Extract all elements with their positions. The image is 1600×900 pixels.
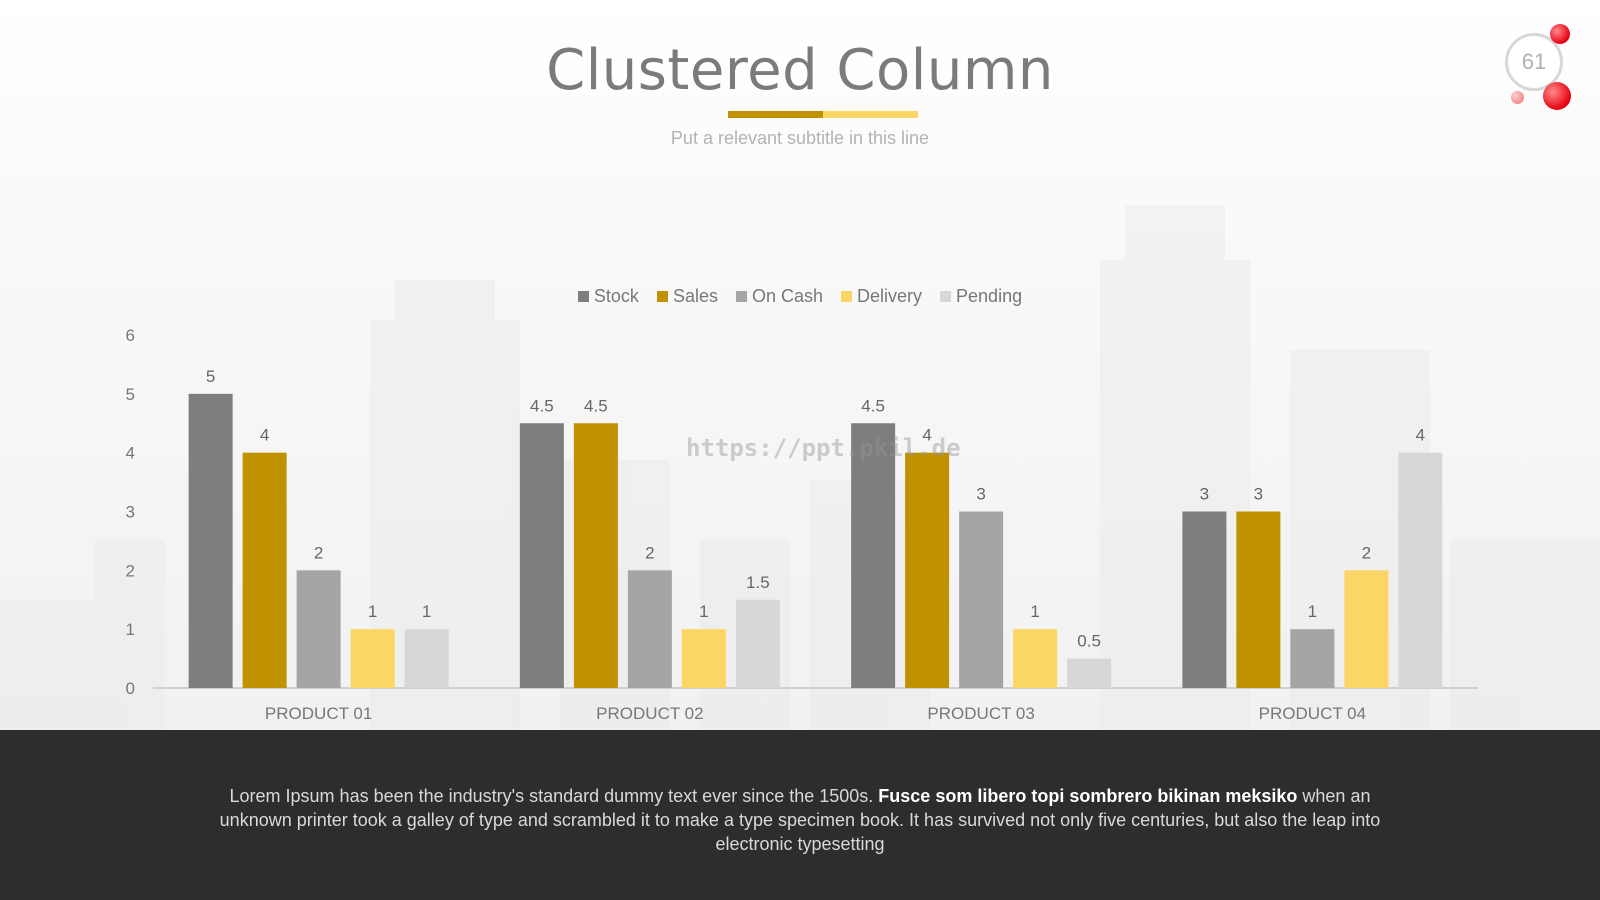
title-underline: [728, 111, 918, 118]
legend-item: Stock: [577, 286, 639, 307]
underline-light-segment: [823, 111, 918, 118]
bar-stock: [519, 423, 564, 688]
footer-paragraph: Lorem Ipsum has been the industry's stan…: [210, 784, 1390, 856]
footer-text-start: Lorem Ipsum has been the industry's stan…: [229, 786, 879, 806]
data-label: 4: [260, 426, 269, 445]
data-label: 5: [206, 367, 215, 386]
chart-legend: Stock Sales On Cash Delivery Pending: [0, 286, 1600, 307]
page-title: Clustered Column: [546, 38, 1054, 103]
legend-swatch: [940, 291, 952, 302]
data-label: 3: [1200, 485, 1209, 504]
footer-text-end: when an unknown printer took a galley of…: [219, 786, 1381, 854]
data-label: 3: [1254, 485, 1263, 504]
legend-swatch: [735, 291, 747, 302]
legend-label: Delivery: [857, 286, 923, 306]
bar-on-cash: [296, 570, 341, 688]
bar-pending: [735, 599, 780, 688]
y-tick-label: 0: [126, 679, 135, 698]
clustered-column-chart: 0 1 2 3 4 5 6 5 4 2 1 1 PRODUCT 01 4.5 4.5 2 1 1.5 PRODUCT…: [126, 326, 1478, 723]
data-label: 1: [422, 602, 431, 621]
bar-pending: [1398, 452, 1443, 688]
data-label: 1: [1030, 602, 1039, 621]
legend-item: Delivery: [841, 286, 922, 307]
legend-label: Stock: [593, 286, 639, 306]
bar-pending: [1067, 658, 1112, 688]
decor-red-dot: [1550, 24, 1570, 44]
data-label: 1: [368, 602, 377, 621]
decor-pink-dot: [1511, 91, 1524, 104]
data-label: 4.5: [584, 396, 608, 415]
data-label: 2: [645, 543, 654, 562]
legend-item: Sales: [656, 286, 718, 307]
data-label: 1: [699, 602, 708, 621]
decor-red-dot: [1543, 82, 1571, 110]
bar-stock: [188, 393, 233, 688]
y-tick-label: 2: [126, 561, 135, 580]
legend-swatch: [656, 291, 668, 302]
bar-delivery: [1344, 570, 1389, 688]
x-category-label: PRODUCT 02: [596, 704, 703, 723]
legend-label: Pending: [956, 286, 1023, 306]
page-number-badge: 61: [1505, 33, 1563, 91]
page-subtitle: Put a relevant subtitle in this line: [670, 128, 930, 148]
x-category-label: PRODUCT 01: [265, 704, 372, 723]
bar-on-cash: [1290, 629, 1335, 688]
data-label: 4.5: [530, 396, 554, 415]
data-label: 3: [976, 485, 985, 504]
bar-on-cash: [627, 570, 672, 688]
data-label: 4.5: [861, 396, 885, 415]
bar-sales: [242, 452, 287, 688]
x-category-label: PRODUCT 04: [1259, 704, 1366, 723]
watermark-text: https://ppt.pkil.de: [686, 434, 961, 462]
legend-item: On Cash: [735, 286, 824, 307]
bar-stock: [851, 423, 896, 688]
y-tick-label: 1: [126, 620, 135, 639]
data-label: 1.5: [746, 573, 770, 592]
data-label: 4: [922, 426, 931, 445]
legend-item: Pending: [940, 286, 1022, 307]
x-category-label: PRODUCT 03: [927, 704, 1034, 723]
bar-pending: [404, 629, 449, 688]
y-tick-label: 3: [126, 503, 135, 522]
data-label: 1: [1308, 602, 1317, 621]
footer-band: Lorem Ipsum has been the industry's stan…: [0, 730, 1600, 900]
bar-stock: [1182, 511, 1227, 688]
legend-label: On Cash: [751, 286, 824, 306]
legend-label: Sales: [672, 286, 718, 306]
bar-delivery: [1013, 629, 1058, 688]
bar-on-cash: [959, 511, 1004, 688]
data-label: 2: [314, 543, 323, 562]
bar-sales: [1236, 511, 1281, 688]
data-label: 2: [1362, 543, 1371, 562]
legend-swatch: [841, 291, 853, 302]
legend-swatch: [577, 291, 589, 302]
data-label: 4: [1416, 426, 1425, 445]
bar-delivery: [681, 629, 726, 688]
y-tick-label: 5: [126, 385, 135, 404]
data-label: 0.5: [1077, 632, 1101, 651]
bar-delivery: [350, 629, 395, 688]
bar-sales: [905, 452, 950, 688]
bar-sales: [573, 423, 618, 688]
underline-dark-segment: [728, 111, 823, 118]
y-tick-label: 4: [126, 444, 135, 463]
y-tick-label: 6: [126, 326, 135, 345]
footer-text-bold: Fusce som libero topi sombrero bikinan m…: [878, 786, 1298, 806]
